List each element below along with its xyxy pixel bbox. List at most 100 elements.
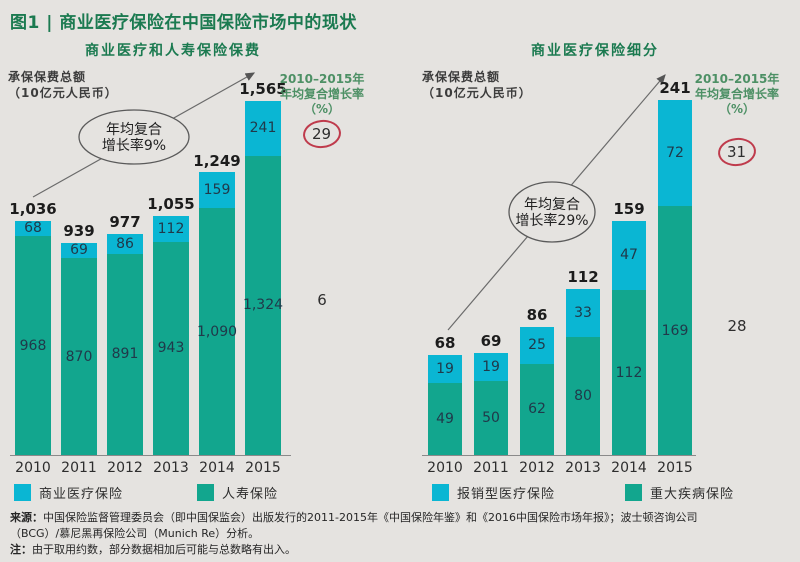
bar-segment-teal: 68 [15, 220, 51, 237]
bar-segment-value: 86 [116, 235, 134, 252]
bar-total-value: 68 [434, 333, 456, 352]
bar-segment-teal: 241 [245, 101, 281, 156]
x-axis-tick-label: 2011 [473, 460, 509, 476]
x-axis-right [422, 455, 696, 456]
bar-segment-green: 169 [658, 206, 692, 455]
bar-segment-value: 50 [482, 410, 500, 427]
legend-swatch-green [625, 484, 642, 501]
bar-total-value: 1,565 [239, 80, 287, 98]
source-text-1: 中国保险监督管理委员会（即中国保监会）出版发行的2011-2015年《中国保险年… [43, 511, 698, 524]
legend-label: 重大疾病保险 [650, 487, 735, 502]
cagr-oval-right [508, 181, 596, 243]
bar-segment-teal: 159 [199, 172, 235, 209]
x-axis-tick-label: 2013 [153, 460, 189, 476]
bar-segment-value: 112 [615, 364, 643, 381]
source-label: 来源： [10, 511, 43, 524]
bar-segment-value: 62 [528, 401, 546, 418]
plot-area-right: 49 19 68 2010 50 19 69 2011 62 25 86 2012 80 33 112 201… [427, 81, 694, 476]
bar-segment-value: 68 [24, 220, 42, 237]
bar-segment-value: 241 [249, 120, 277, 137]
x-axis-tick-label: 2010 [15, 460, 51, 476]
bar-segment-value: 169 [661, 322, 689, 339]
bar-segment-teal: 72 [658, 100, 692, 207]
bar-segment-teal: 25 [520, 326, 554, 364]
trend-arrow-left: 年均复合 增长率9% [32, 72, 256, 198]
bar-segment-green: 943 [153, 241, 189, 455]
bar-segment-value: 891 [111, 346, 139, 363]
bar-total-value: 1,036 [9, 199, 57, 218]
note-line: 注：由于取用约数，部分数据相加后可能与总数略有出入。 [10, 542, 792, 558]
legend-item-life-insurance: 人寿保险 [197, 483, 278, 502]
legend-item-critical-illness: 重大疾病保险 [625, 483, 734, 502]
figure-title: 图1 | 商业医疗保险在中国保险市场中的现状 [10, 13, 357, 33]
legend-label: 商业医疗保险 [39, 487, 124, 502]
note-label: 注： [10, 542, 32, 556]
bar-segment-teal: 33 [566, 288, 600, 338]
bar-segment-value: 47 [620, 247, 638, 264]
chart-title-medical-life: 商业医疗和人寿保险保费 [85, 43, 261, 59]
x-axis-tick-label: 2012 [107, 460, 143, 476]
cagr-header-right: 2010–2015年 年均复合增长率 （%） [694, 72, 780, 116]
x-axis-tick-label: 2015 [245, 460, 281, 476]
bar-segment-value: 870 [65, 348, 93, 365]
legend-item-reimbursement-medical: 报销型医疗保险 [432, 483, 555, 502]
x-axis-left [10, 455, 291, 456]
legend-label: 报销型医疗保险 [457, 487, 556, 502]
legend-item-commercial-medical: 商业医疗保险 [14, 483, 123, 502]
bar-total-value: 977 [109, 213, 141, 231]
source-line-1: 来源：中国保险监督管理委员会（即中国保监会）出版发行的2011-2015年《中国… [10, 510, 792, 526]
bar-total-value: 112 [567, 267, 599, 286]
bar-segment-green: 80 [566, 337, 600, 455]
bar-total-value: 159 [613, 199, 645, 218]
bar-segment-green: 1,090 [196, 208, 238, 455]
cagr-header-left: 2010–2015年 年均复合增长率 （%） [279, 72, 365, 116]
bar-segment-green: 870 [61, 258, 97, 455]
bar-total-value: 1,249 [193, 151, 241, 170]
bar-segment-green: 49 [428, 382, 462, 455]
bar-segment-value: 1,324 [242, 297, 284, 314]
cagr-column-right: 2010–2015年 年均复合增长率 （%） 31 28 [692, 72, 782, 335]
bar-segment-value: 968 [19, 337, 47, 354]
cagr-plain-value-right: 28 [727, 317, 747, 335]
cagr-oval-right-line2: 增长率29% [515, 212, 588, 229]
bar-segment-value: 159 [203, 182, 231, 199]
bar-segment-value: 1,090 [196, 323, 238, 340]
legend-swatch-teal [432, 484, 449, 501]
x-axis-tick-label: 2012 [519, 460, 555, 476]
note-text: 由于取用约数，部分数据相加后可能与总数略有出入。 [32, 542, 296, 556]
y-axis-label-left: 承保保费总额 （10亿元人民币） [8, 70, 118, 100]
x-axis-tick-label: 2015 [657, 460, 693, 476]
bar-segment-teal: 19 [428, 354, 462, 383]
bar-segment-value: 69 [70, 242, 88, 259]
footer-notes: 来源：中国保险监督管理委员会（即中国保监会）出版发行的2011-2015年《中国… [10, 510, 792, 558]
x-axis-tick-label: 2011 [61, 460, 97, 476]
trend-arrow-right: 年均复合 增长率29% [447, 74, 666, 331]
bar-segment-value: 25 [528, 337, 546, 354]
cagr-oval-right-line1: 年均复合 [524, 196, 580, 213]
bar-segment-teal: 86 [107, 234, 143, 254]
x-axis-tick-label: 2014 [199, 460, 235, 476]
source-line-2: （BCG）/慕尼黑再保险公司（Munich Re）分析。 [10, 526, 260, 540]
bar-segment-value: 72 [666, 145, 684, 162]
bar-total-value: 1,055 [147, 195, 195, 214]
bar-total-value: 241 [659, 79, 691, 97]
plot-area-left: 968 68 1,036 2010 870 69 939 2011 891 86 977 2012 94… [9, 82, 286, 476]
bar-total-value: 939 [63, 221, 95, 240]
bar-segment-value: 19 [436, 360, 454, 377]
cagr-column-left: 2010–2015年 年均复合增长率 （%） 29 6 [277, 72, 367, 309]
x-axis-tick-label: 2013 [565, 460, 601, 476]
bar-segment-value: 19 [482, 359, 500, 376]
bar-segment-value: 33 [574, 304, 592, 321]
legend-swatch-teal [14, 484, 31, 501]
bar-segment-teal: 19 [474, 353, 508, 382]
bar-segment-teal: 47 [612, 220, 646, 290]
cagr-oval-left [78, 109, 190, 165]
x-axis-tick-label: 2014 [611, 460, 647, 476]
cagr-circled-number-left: 29 [312, 125, 332, 143]
bar-total-value: 69 [480, 332, 502, 351]
bar-segment-value: 112 [157, 221, 185, 238]
bar-segment-teal: 112 [153, 216, 189, 242]
x-axis-tick-label: 2010 [427, 460, 463, 476]
chart-title-medical-breakdown: 商业医疗保险细分 [531, 43, 659, 59]
